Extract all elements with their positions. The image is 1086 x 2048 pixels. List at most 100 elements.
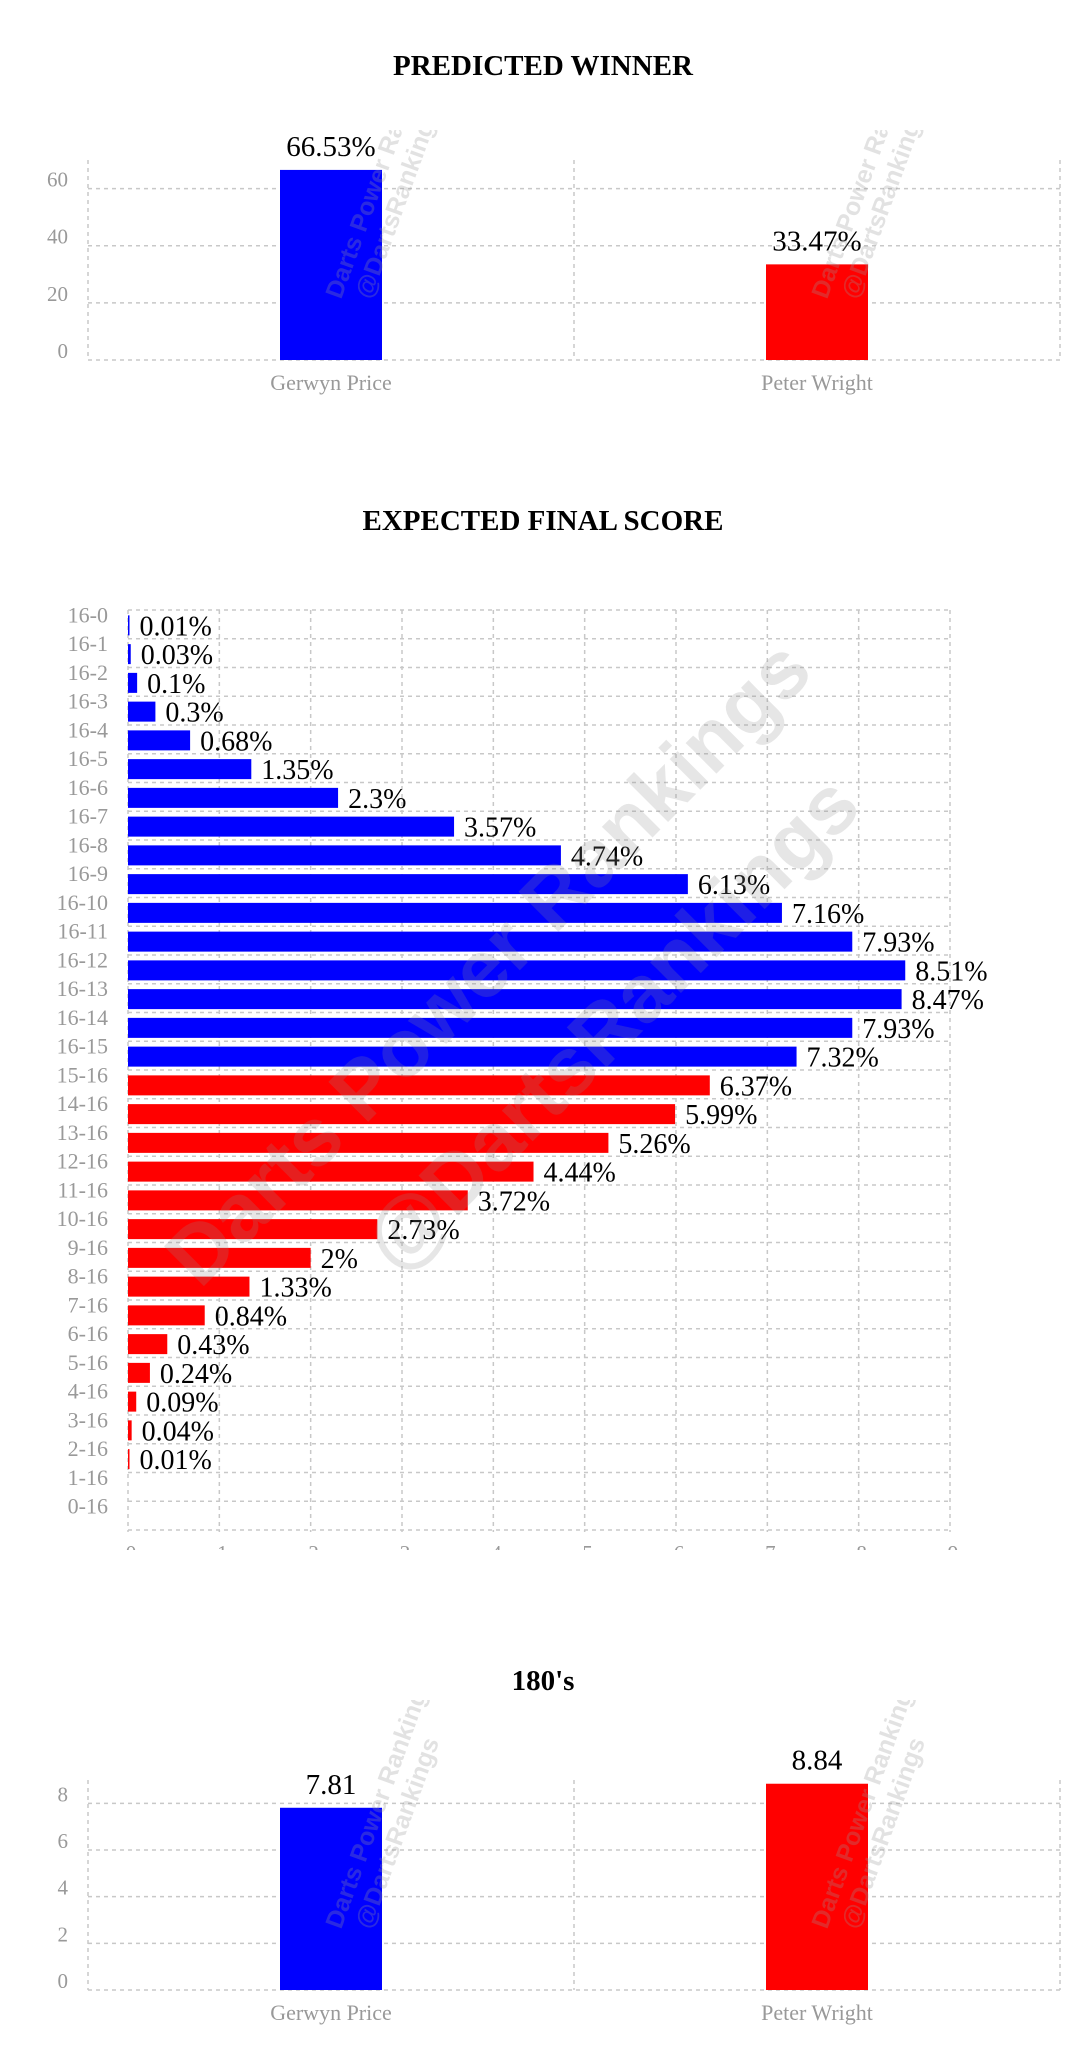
- score-bar-23: [128, 1276, 250, 1297]
- winner-chart: 0 20 40 60 66.53% Gerwyn Price Darts Power Ran…: [47, 130, 1061, 395]
- oneeighty-ytick-4: 4: [58, 1876, 69, 1900]
- score-value-label-29: 0.01%: [140, 1445, 212, 1476]
- winner-watermark-1: Darts Power Rankings@DartsRankings: [806, 130, 931, 302]
- score-category-label-27: 4-16: [68, 1379, 108, 1404]
- score-value-label-19: 4.44%: [544, 1158, 616, 1189]
- score-category-label-7: 16-7: [68, 804, 108, 829]
- score-value-label-1: 0.03%: [141, 640, 213, 671]
- score-xtick-5: 5: [582, 1541, 593, 1550]
- score-category-label-11: 16-11: [57, 919, 108, 944]
- score-category-label-1: 16-1: [68, 631, 108, 656]
- score-chart: 0 1 2 3 4 5 6 7 8 9 16-0 0.01% 16-1 0.03% 16-2 0.1% 16-3…: [57, 602, 988, 1550]
- score-xtick-7: 7: [765, 1541, 776, 1550]
- score-value-label-0: 0.01%: [140, 611, 212, 642]
- score-category-label-12: 16-12: [57, 947, 108, 972]
- winner-value-label-1: 33.47%: [772, 225, 861, 257]
- score-value-label-11: 7.93%: [862, 928, 934, 959]
- score-bar-16: [128, 1075, 710, 1096]
- score-value-label-22: 2%: [321, 1244, 358, 1275]
- score-chart-title: EXPECTED FINAL SCORE: [362, 505, 724, 537]
- score-bar-12: [128, 960, 906, 981]
- score-bar-6: [128, 787, 339, 808]
- winner-ytick-0: 0: [58, 339, 69, 363]
- score-value-label-15: 7.32%: [807, 1043, 879, 1074]
- score-category-label-10: 16-10: [57, 890, 108, 915]
- score-value-label-5: 1.35%: [261, 755, 333, 786]
- score-bar-25: [128, 1334, 168, 1355]
- score-category-label-14: 16-14: [57, 1005, 108, 1030]
- oneeighty-value-label-0: 7.81: [306, 1769, 357, 1801]
- score-category-label-2: 16-2: [68, 660, 108, 685]
- winner-ytick-60: 60: [47, 168, 68, 192]
- score-bar-11: [128, 931, 853, 952]
- winner-bar-0: [280, 169, 382, 360]
- score-value-label-12: 8.51%: [915, 956, 987, 987]
- score-category-label-23: 8-16: [68, 1264, 108, 1289]
- score-bar-7: [128, 816, 455, 837]
- score-xtick-2: 2: [308, 1541, 319, 1550]
- score-xtick-6: 6: [674, 1541, 685, 1550]
- score-category-label-17: 14-16: [57, 1091, 108, 1116]
- score-category-label-6: 16-6: [68, 775, 108, 800]
- score-bar-15: [128, 1046, 797, 1067]
- oneeighty-category-label-0: Gerwyn Price: [270, 2000, 392, 2025]
- score-category-label-21: 10-16: [57, 1206, 108, 1231]
- score-category-label-3: 16-3: [68, 689, 108, 714]
- score-bar-9: [128, 874, 688, 895]
- score-category-label-16: 15-16: [57, 1062, 108, 1087]
- score-category-label-26: 5-16: [68, 1350, 108, 1375]
- score-bar-26: [128, 1362, 150, 1383]
- score-value-label-26: 0.24%: [160, 1359, 232, 1390]
- score-bar-0: [128, 615, 130, 636]
- score-value-label-13: 8.47%: [912, 985, 984, 1016]
- score-xtick-3: 3: [400, 1541, 411, 1550]
- winner-bar-1: [766, 264, 868, 360]
- score-value-label-23: 1.33%: [259, 1273, 331, 1304]
- score-xtick-1: 1: [217, 1541, 228, 1550]
- score-value-label-8: 4.74%: [571, 841, 643, 872]
- score-value-label-21: 2.73%: [387, 1215, 459, 1246]
- score-value-label-16: 6.37%: [720, 1071, 792, 1102]
- score-value-label-14: 7.93%: [862, 1014, 934, 1045]
- score-value-label-2: 0.1%: [147, 669, 205, 700]
- oneeighty-value-label-1: 8.84: [792, 1745, 843, 1777]
- oneeighty-bar-1: [766, 1783, 868, 1990]
- winner-category-label-1: Peter Wright: [761, 370, 873, 395]
- score-category-label-9: 16-9: [68, 861, 108, 886]
- score-category-label-8: 16-8: [68, 832, 108, 857]
- score-value-label-4: 0.68%: [200, 726, 272, 757]
- score-value-label-7: 3.57%: [464, 813, 536, 844]
- score-category-label-22: 9-16: [68, 1235, 108, 1260]
- score-value-label-3: 0.3%: [165, 698, 223, 729]
- winner-ytick-40: 40: [47, 225, 68, 249]
- score-bar-4: [128, 730, 191, 751]
- winner-ytick-20: 20: [47, 282, 68, 306]
- score-bar-20: [128, 1190, 468, 1211]
- score-category-label-24: 7-16: [68, 1292, 108, 1317]
- winner-value-label-0: 66.53%: [286, 131, 375, 163]
- score-bar-2: [128, 672, 138, 693]
- score-bar-21: [128, 1219, 378, 1240]
- score-category-label-19: 12-16: [57, 1149, 108, 1174]
- score-bar-28: [128, 1420, 132, 1441]
- winner-chart-title: PREDICTED WINNER: [393, 50, 693, 82]
- oneeighty-ytick-6: 6: [58, 1829, 69, 1853]
- oneeighty-ytick-2: 2: [58, 1922, 69, 1946]
- score-category-label-5: 16-5: [68, 746, 108, 771]
- score-bar-24: [128, 1305, 205, 1326]
- score-bar-17: [128, 1104, 676, 1125]
- oneeighty-bar-0: [280, 1807, 382, 1990]
- score-bar-5: [128, 759, 252, 780]
- score-category-label-31: 0-16: [68, 1494, 108, 1519]
- winner-category-label-0: Gerwyn Price: [270, 370, 392, 395]
- score-category-label-18: 13-16: [57, 1120, 108, 1145]
- score-bar-18: [128, 1132, 609, 1153]
- score-value-label-9: 6.13%: [698, 870, 770, 901]
- score-bar-13: [128, 989, 902, 1010]
- score-value-label-25: 0.43%: [177, 1330, 249, 1361]
- score-value-label-17: 5.99%: [685, 1100, 757, 1131]
- 180s-chart-title: 180's: [511, 1665, 575, 1697]
- score-bar-27: [128, 1391, 137, 1412]
- score-bar-8: [128, 845, 561, 866]
